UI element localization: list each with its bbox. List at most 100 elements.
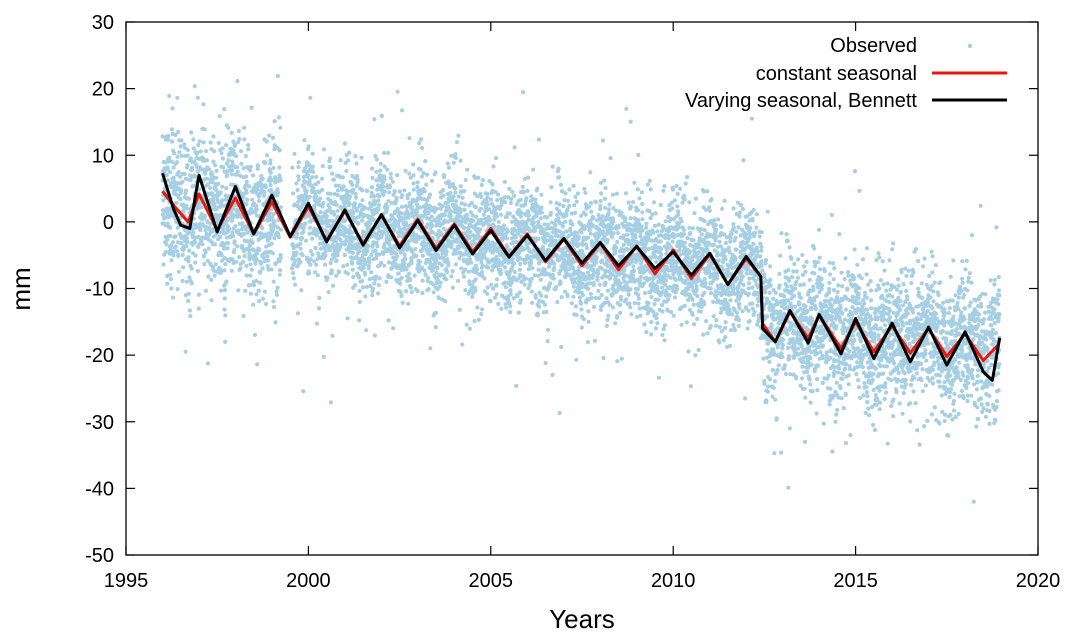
observed-point [492, 224, 497, 229]
observed-point [570, 222, 575, 227]
observed-point [185, 153, 190, 158]
observed-point [702, 228, 707, 233]
observed-point [270, 135, 276, 140]
observed-point [275, 74, 280, 79]
observed-point [251, 173, 256, 178]
observed-point [382, 177, 387, 182]
observed-point [271, 165, 276, 171]
observed-point [352, 201, 357, 206]
observed-point [169, 243, 174, 248]
observed-point [429, 214, 434, 219]
observed-point [521, 90, 526, 95]
observed-point [222, 268, 227, 273]
observed-point [372, 117, 377, 122]
observed-point [355, 177, 360, 182]
observed-point [395, 173, 400, 178]
observed-point [278, 227, 284, 232]
observed-point [274, 260, 279, 265]
observed-point [451, 194, 456, 199]
observed-point [229, 130, 234, 135]
observed-point [203, 224, 208, 229]
observed-point [203, 250, 208, 255]
observed-point [196, 306, 201, 311]
observed-point [244, 202, 249, 207]
observed-point [621, 242, 626, 247]
observed-point [476, 175, 481, 180]
observed-point [518, 197, 523, 202]
observed-point [670, 187, 676, 192]
observed-point [614, 191, 619, 196]
observed-point [656, 375, 662, 380]
observed-point [661, 327, 666, 332]
observed-point [425, 276, 431, 281]
observed-point [343, 160, 348, 166]
observed-point [559, 295, 564, 300]
observed-point [267, 218, 272, 223]
observed-point [403, 289, 409, 294]
observed-point [698, 309, 704, 314]
observed-point [250, 197, 255, 202]
observed-point [256, 198, 262, 204]
observed-point [606, 211, 611, 216]
observed-point [356, 221, 361, 226]
observed-point [717, 340, 722, 345]
observed-point [226, 240, 231, 246]
observed-point [192, 159, 197, 164]
observed-point [190, 234, 195, 240]
observed-point [398, 290, 403, 295]
observed-point [370, 166, 375, 171]
observed-point [315, 273, 320, 278]
observed-point [617, 302, 623, 308]
observed-point [328, 164, 333, 169]
observed-point [730, 312, 735, 317]
observed-point [210, 193, 215, 198]
observed-point [456, 194, 461, 199]
observed-point [518, 214, 524, 219]
observed-point [734, 247, 739, 252]
observed-point [219, 288, 224, 293]
observed-point [548, 200, 553, 205]
observed-point [209, 298, 214, 303]
observed-point [522, 247, 527, 252]
observed-point [451, 160, 456, 165]
observed-point [723, 257, 728, 262]
observed-point [606, 207, 612, 212]
observed-point [652, 223, 658, 228]
observed-point [171, 175, 176, 180]
observed-point [291, 191, 296, 196]
observed-point [415, 184, 420, 190]
observed-point [329, 270, 334, 275]
observed-point [579, 230, 584, 235]
observed-point [370, 175, 375, 180]
observed-point [221, 203, 226, 208]
observed-point [254, 292, 259, 297]
observed-point [539, 192, 544, 197]
observed-point [556, 166, 561, 171]
observed-point [371, 194, 377, 199]
observed-point [399, 293, 404, 298]
observed-point [304, 189, 309, 194]
observed-point [278, 178, 283, 183]
observed-point [711, 299, 716, 304]
observed-point [687, 225, 692, 230]
observed-point [583, 190, 588, 195]
observed-point [674, 287, 680, 292]
observed-point [726, 303, 731, 308]
observed-point [444, 277, 449, 282]
observed-point [232, 142, 237, 147]
observed-point [203, 288, 209, 293]
observed-point [523, 276, 529, 281]
observed-point [485, 285, 490, 290]
observed-point [175, 95, 180, 100]
observed-point [660, 332, 665, 338]
observed-point [373, 248, 378, 253]
observed-point [511, 261, 517, 266]
observed-point [440, 188, 446, 193]
observed-point [502, 265, 508, 270]
observed-point [558, 281, 563, 286]
observed-point [723, 320, 728, 325]
observed-point [640, 228, 645, 233]
observed-point [180, 278, 185, 283]
observed-point [278, 255, 283, 260]
observed-point [610, 192, 616, 197]
